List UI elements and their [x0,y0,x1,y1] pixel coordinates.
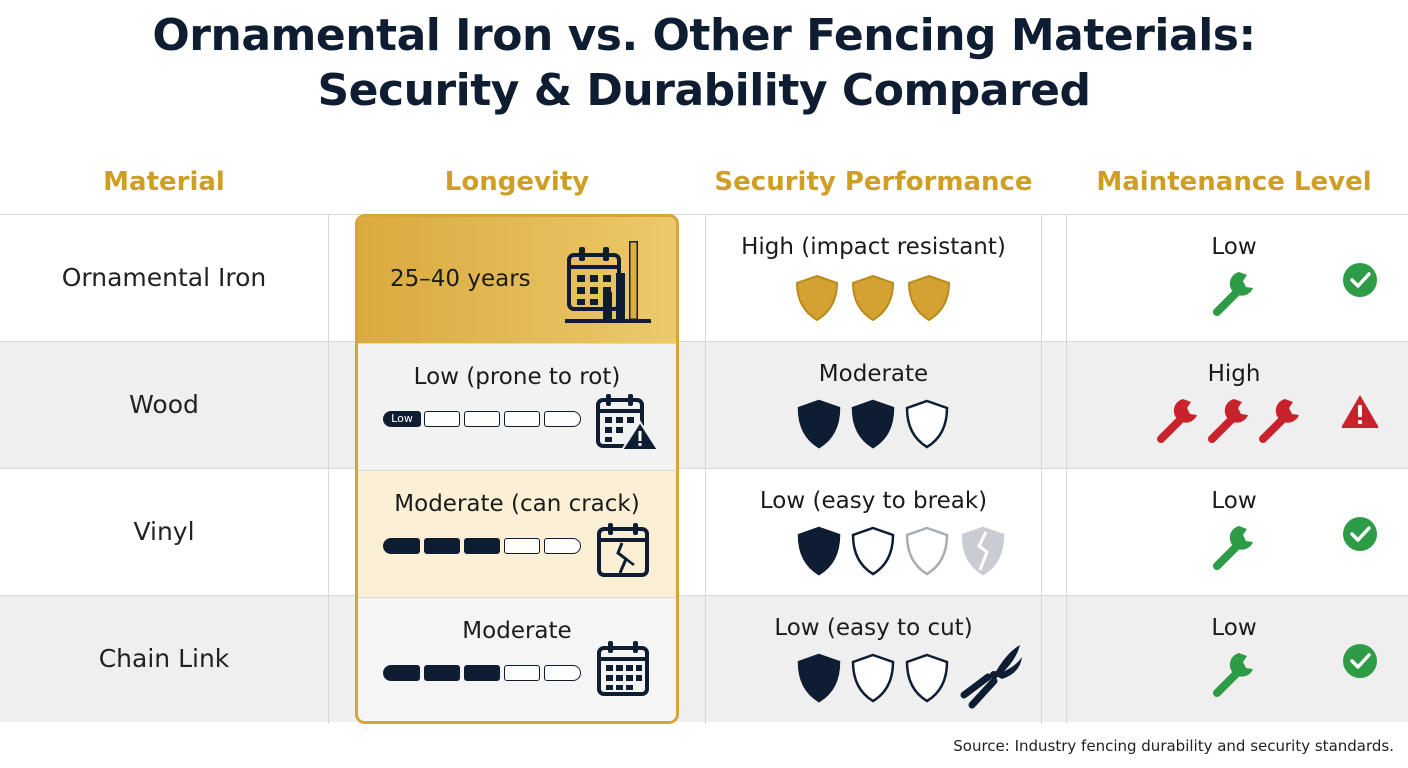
longevity-bar-segment [504,538,540,554]
wrench-icon [1213,272,1253,316]
shield-icon [907,274,951,322]
longevity-bar-segment [464,411,500,427]
check-circle-icon [1343,263,1377,297]
longevity-value: Moderate [462,618,572,644]
calendar-icon [597,641,649,696]
material-label: Vinyl [133,517,195,546]
shield-icon [851,399,895,449]
page-title: Ornamental Iron vs. Other Fencing Materi… [0,8,1408,118]
security-cell-ornamental-iron: High (impact resistant) [706,214,1041,341]
longevity-bar-segment [464,538,500,554]
row-band [0,341,1408,468]
security-value: Moderate [818,361,929,387]
longevity-value: Moderate (can crack) [394,491,640,517]
security-value: Low (easy to cut) [774,615,973,641]
calendar-warning-icon [596,394,660,451]
longevity-bar-label: Low [383,411,421,427]
shield-outline-icon [905,526,949,576]
calendar-chart-icon [565,241,651,323]
maintenance-cell-vinyl: Low [1067,468,1401,595]
row-band [0,595,1408,722]
maintenance-value: Low [1211,234,1257,260]
title-line-1: Ornamental Iron vs. Other Fencing Materi… [152,10,1256,61]
wire-cutter-icon [960,645,1022,709]
comparison-table [0,214,1408,724]
warning-icon [1341,395,1379,428]
shield-outline-icon [905,399,949,449]
title-line-2: Security & Durability Compared [317,65,1091,116]
maintenance-cell-ornamental-iron: Low [1067,214,1401,341]
security-cell-wood: Moderate [706,341,1041,468]
longevity-bar-segment [504,665,540,681]
broken-shield-icon [961,526,1005,576]
longevity-bar-segment [383,665,420,681]
source-note: Source: Industry fencing durability and … [953,737,1394,755]
wrench-icon [1157,399,1197,443]
security-cell-chain-link: Low (easy to cut) [706,595,1041,722]
shield-outline-icon [851,653,895,703]
header-longevity: Longevity [444,167,590,197]
longevity-value: Low (prone to rot) [413,364,621,390]
shield-icon [797,526,841,576]
longevity-column: 25–40 years Low (prone to rot) Low [355,214,679,724]
longevity-bar-segment [383,538,420,554]
maintenance-value: High [1207,361,1261,387]
row-divider [0,341,1408,342]
shield-outline-icon [905,653,949,703]
longevity-cell-chain-link: Moderate [358,597,676,721]
shield-outline-icon [851,526,895,576]
wrench-icon [1213,653,1253,697]
row-divider [0,595,1408,596]
material-label: Wood [129,390,199,419]
longevity-bar-segment [424,538,460,554]
row-band [0,468,1408,595]
row-band [0,214,1408,341]
check-circle-icon [1343,644,1377,678]
shield-icon [797,399,841,449]
shield-icon [795,274,839,322]
maintenance-value: Low [1211,615,1257,641]
longevity-cell-vinyl: Moderate (can crack) [358,470,676,597]
material-label: Chain Link [98,644,230,673]
longevity-bar-segment [544,411,581,427]
header-material: Material [103,167,225,197]
longevity-bar-segment [464,665,500,681]
material-label: Ornamental Iron [61,263,267,292]
security-value: High (impact resistant) [741,234,1006,260]
wrench-icon [1208,399,1248,443]
maintenance-cell-chain-link: Low [1067,595,1401,722]
wrench-icon [1259,399,1299,443]
longevity-bar-segment [544,665,581,681]
longevity-cell-ornamental-iron: 25–40 years [358,217,676,343]
check-circle-icon [1343,517,1377,551]
header-maintenance: Maintenance Level [1096,167,1372,197]
row-divider [0,214,1408,215]
shield-icon [851,274,895,322]
maintenance-column [1066,214,1402,724]
wrench-icon [1213,526,1253,570]
maintenance-value: Low [1211,488,1257,514]
longevity-bar-segment [544,538,581,554]
material-column [0,214,329,724]
security-cell-vinyl: Low (easy to break) [706,468,1041,595]
longevity-bar-segment [424,665,460,681]
header-security: Security Performance [714,167,1033,197]
maintenance-cell-wood: High [1067,341,1401,468]
row-divider [0,468,1408,469]
longevity-bar-segment [504,411,540,427]
longevity-bar-segment [424,411,460,427]
cracked-calendar-icon [597,523,649,577]
security-value: Low (easy to break) [759,488,988,514]
longevity-value: 25–40 years [390,266,531,292]
longevity-cell-wood: Low (prone to rot) Low [358,343,676,470]
shield-icon [797,653,841,703]
security-column [705,214,1042,724]
